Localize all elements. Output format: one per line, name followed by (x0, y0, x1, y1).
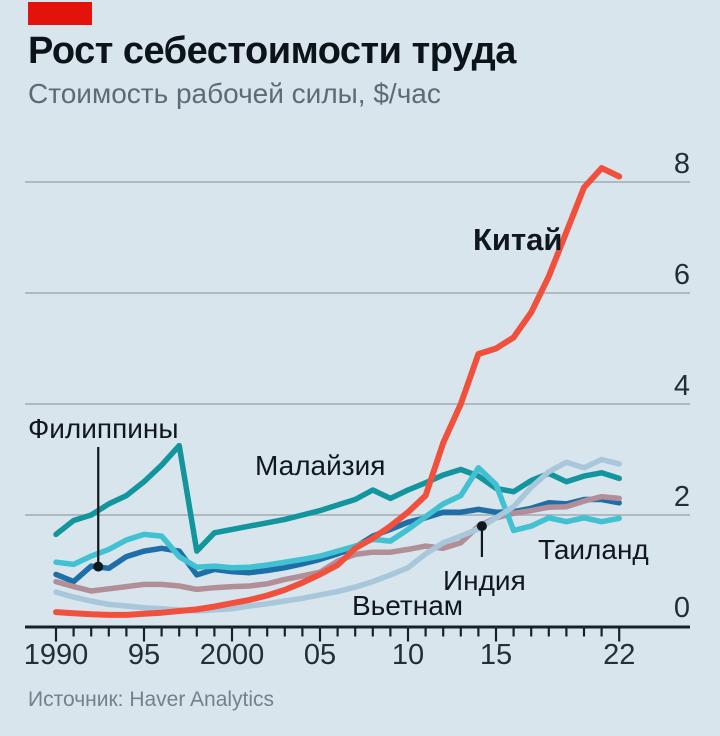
brand-tag (28, 2, 92, 25)
series-label-vietnam: Вьетнам (352, 590, 463, 621)
x-axis-label: 2000 (200, 639, 265, 671)
series-label-malaysia: Малайзия (255, 450, 385, 481)
x-axis-label: 10 (392, 639, 424, 671)
y-axis-label: 2 (674, 481, 690, 513)
x-axis-label: 05 (304, 639, 336, 671)
series-line-thailand (53, 465, 622, 571)
series-label-philippines: Филиппины (28, 413, 178, 444)
series-line-malaysia (53, 442, 622, 554)
y-axis-label: 6 (674, 259, 690, 291)
chart-title: Рост себестоимости труда (28, 30, 516, 72)
y-axis-label: 8 (674, 148, 690, 180)
series-label-india: Индия (443, 565, 526, 596)
callout-dot-india (476, 521, 487, 532)
y-axis-label: 4 (674, 370, 690, 402)
chart-subtitle: Стоимость рабочей силы, $/час (28, 78, 441, 109)
series-line-china (53, 165, 623, 618)
y-axis-label: 0 (674, 592, 690, 624)
x-axis-label: 1990 (24, 639, 89, 671)
series-label-thailand: Таиланд (538, 534, 649, 565)
x-axis-label: 95 (128, 639, 160, 671)
x-axis-label: 15 (480, 639, 512, 671)
series-line-india (53, 493, 622, 594)
series-label-china: Китай (473, 222, 562, 257)
x-axis-label: 22 (603, 639, 635, 671)
callout-dot-philippines (93, 561, 104, 572)
series-line-vietnam (53, 456, 622, 614)
source-note: Источник: Haver Analytics (28, 688, 275, 711)
